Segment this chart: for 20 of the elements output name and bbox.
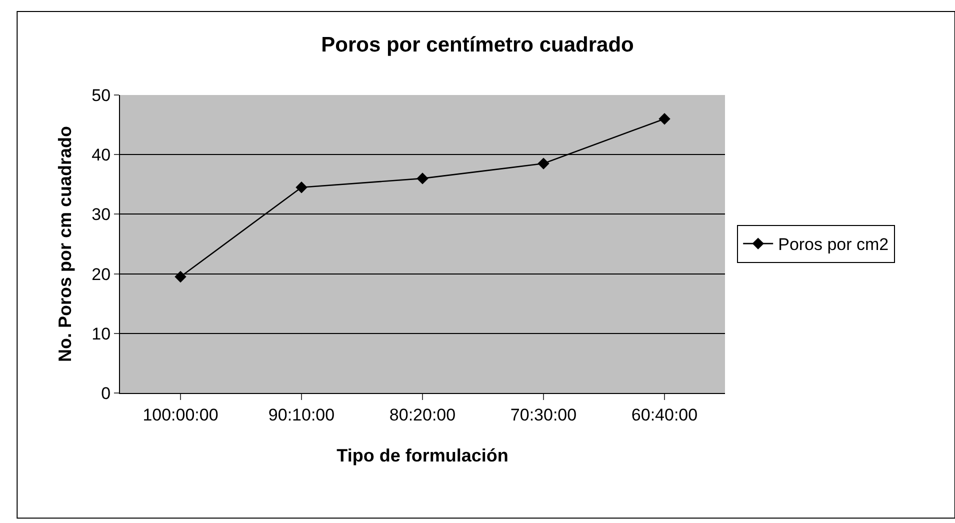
- y-axis-title: No. Poros por cm cuadrado: [54, 126, 75, 362]
- y-tick-label: 40: [92, 146, 111, 165]
- point: [416, 172, 428, 184]
- x-tick-label: 100:00:00: [142, 405, 218, 424]
- point: [174, 270, 186, 283]
- x-axis-title: Tipo de formulación: [336, 446, 508, 466]
- y-tick-label: 50: [92, 86, 111, 105]
- x-tick-label: 90:10:00: [268, 405, 335, 424]
- point: [538, 158, 550, 170]
- x-tick-label: 80:20:00: [389, 405, 456, 424]
- point: [296, 182, 308, 194]
- y-tick-label: 30: [92, 205, 111, 224]
- point: [658, 112, 670, 125]
- y-tick-label: 10: [92, 324, 111, 344]
- y-tick-label: 0: [101, 384, 111, 403]
- chart-title: Poros por centímetro cuadrado: [321, 33, 634, 56]
- x-tick-label: 70:30:00: [510, 405, 577, 424]
- legend-label: Poros por cm2: [778, 235, 889, 254]
- y-tick-label: 20: [92, 264, 111, 284]
- x-tick-label: 60:40:00: [631, 405, 698, 424]
